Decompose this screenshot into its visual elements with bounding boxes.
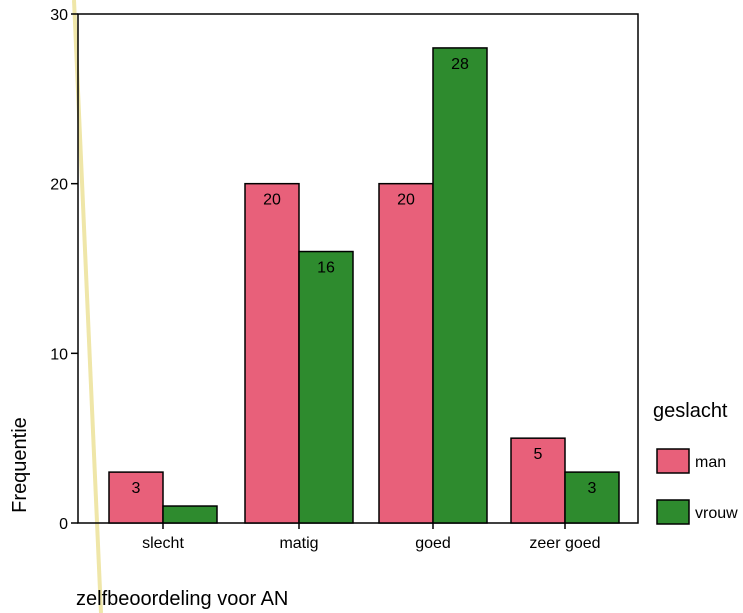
y-axis-title: Frequentie	[9, 417, 31, 513]
y-axis: 0 10 20 30	[50, 7, 78, 533]
x-axis: slecht matig goed zeer goed	[142, 523, 601, 552]
bar-man-slecht	[108, 471, 164, 524]
bar-vrouw-goed	[432, 47, 488, 524]
bar-vrouw-matig	[298, 250, 354, 524]
bar-vrouw-slecht	[162, 505, 218, 524]
data-label: 3	[588, 480, 597, 497]
data-label: 3	[132, 480, 141, 497]
x-tick-label: slecht	[142, 535, 184, 552]
x-tick-label: goed	[415, 535, 451, 552]
data-label: 5	[534, 446, 543, 463]
x-tick-label: zeer goed	[529, 535, 600, 552]
data-label: 28	[451, 56, 469, 73]
bar-man-goed	[378, 182, 434, 524]
legend: man vrouw	[656, 448, 738, 525]
plot-frame	[77, 13, 639, 524]
legend-label-man: man	[695, 454, 726, 471]
x-axis-title: zelfbeoordeling voor AN	[76, 588, 288, 610]
y-tick-label: 10	[50, 346, 68, 363]
legend-swatch-man	[656, 448, 690, 474]
legend-title: geslacht	[653, 400, 728, 422]
y-tick-label: 30	[50, 7, 68, 24]
bars-group: 3 20 16 20 28 5 3	[108, 47, 620, 524]
legend-label-vrouw: vrouw	[695, 505, 738, 522]
bar-vrouw-zeer-goed	[564, 471, 620, 524]
data-label: 16	[317, 260, 335, 277]
y-tick-label: 20	[50, 177, 68, 194]
bar-man-matig	[244, 182, 300, 524]
y-tick-label: 0	[59, 516, 68, 533]
bar-man-zeer-goed	[510, 437, 566, 524]
data-label: 20	[397, 192, 415, 209]
data-label: 20	[263, 192, 281, 209]
x-tick-label: matig	[279, 535, 318, 552]
legend-swatch-vrouw	[656, 499, 690, 525]
